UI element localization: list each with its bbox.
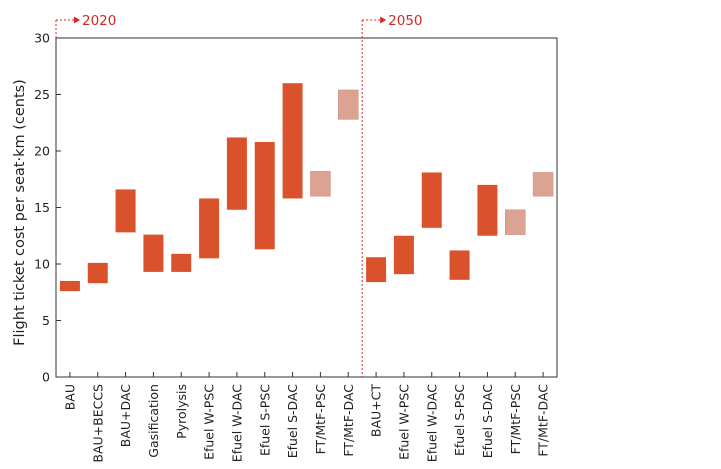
x-tick-label: FT/MtF-PSC xyxy=(313,384,328,455)
y-tick-label: 20 xyxy=(34,144,50,159)
range-bar xyxy=(282,83,303,199)
range-bar xyxy=(477,184,498,236)
range-bar xyxy=(505,209,526,235)
x-tick-label: Efuel W-PSC xyxy=(202,384,217,460)
range-bar xyxy=(366,257,387,283)
x-tick-label: FT/MtF-DAC xyxy=(341,384,356,457)
y-tick-label: 10 xyxy=(34,257,50,272)
range-bar xyxy=(338,89,359,120)
y-tick-label: 15 xyxy=(34,200,50,215)
x-tick-label: BAU+DAC xyxy=(118,384,133,447)
bars-group xyxy=(59,83,554,292)
x-tick-label: BAU+CT xyxy=(369,384,384,437)
y-tick-label: 30 xyxy=(34,31,50,46)
range-bar xyxy=(393,235,414,275)
y-tick-label: 0 xyxy=(42,370,50,385)
range-bar xyxy=(143,234,164,272)
x-axis: BAU BAU+BECCS BAU+DAC Gasification Pyrolysis… xyxy=(62,372,551,463)
range-bar xyxy=(532,172,554,197)
period-label: 2050 xyxy=(388,13,422,29)
x-tick-label: BAU xyxy=(62,384,77,410)
period-markers: 2020 2050 xyxy=(55,13,423,377)
period-label: 2020 xyxy=(82,13,116,29)
x-tick-label: Efuel W-DAC xyxy=(229,384,244,462)
y-axis: 0 5 10 15 20 25 30 xyxy=(34,31,61,385)
x-tick-label: Pyrolysis xyxy=(174,384,189,439)
range-bar xyxy=(421,172,442,228)
x-tick-label: Efuel W-DAC xyxy=(424,384,439,462)
x-tick-label: Efuel S-DAC xyxy=(480,384,495,459)
y-axis-title: Flight ticket cost per seat·km (cents) xyxy=(12,79,28,346)
x-tick-label: Efuel S-DAC xyxy=(285,384,300,459)
y-tick-label: 25 xyxy=(34,87,50,102)
x-tick-label: Efuel W-PSC xyxy=(396,384,411,460)
range-bar xyxy=(254,141,275,250)
range-bar xyxy=(115,189,136,233)
period-arrow-head xyxy=(380,16,387,24)
range-bar xyxy=(449,250,470,280)
x-tick-label: Efuel S-PSC xyxy=(452,384,467,456)
x-tick-label: FT/MtF-DAC xyxy=(536,384,551,457)
range-bar xyxy=(199,198,220,259)
period-arrow-head xyxy=(74,16,80,24)
x-tick-label: Efuel S-PSC xyxy=(257,384,272,456)
range-bar xyxy=(171,253,192,272)
range-bar xyxy=(59,280,80,292)
x-tick-label: BAU+BECCS xyxy=(90,384,105,463)
y-tick-label: 5 xyxy=(42,313,50,328)
x-tick-label: Gasification xyxy=(146,384,161,458)
range-bar xyxy=(310,171,331,197)
range-bar xyxy=(87,262,108,284)
range-bar xyxy=(226,137,247,210)
x-tick-label: FT/MtF-PSC xyxy=(508,384,523,455)
